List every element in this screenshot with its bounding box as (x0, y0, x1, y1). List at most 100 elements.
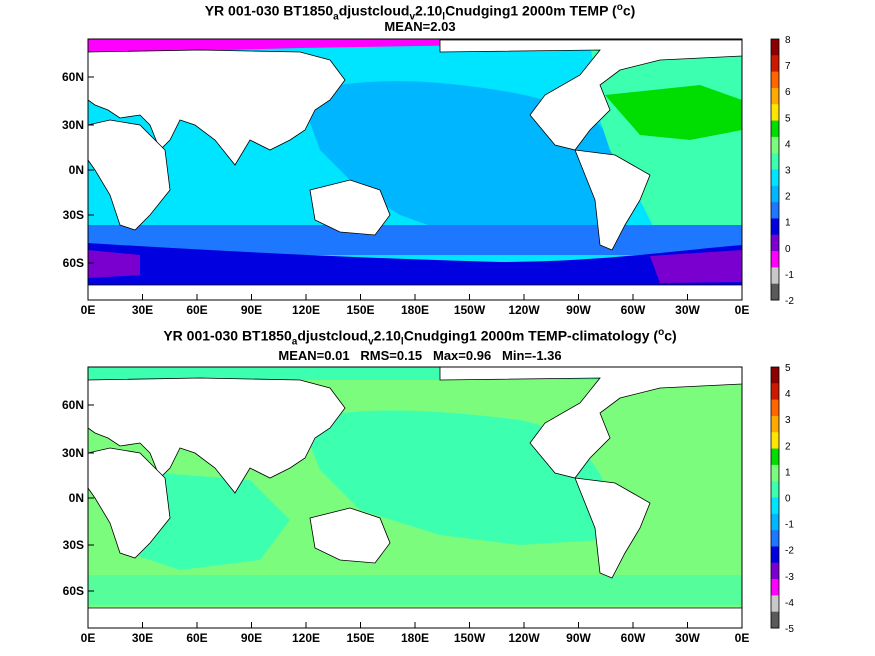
atlantic-warm-patch (605, 85, 742, 140)
lat-tick-label: 60S (63, 584, 84, 598)
colorbar-swatch (771, 513, 779, 531)
title-sub: l (442, 11, 446, 23)
colorbar-swatch (771, 185, 779, 203)
lon-tick-label: 120W (508, 303, 540, 317)
title-sub: a (291, 336, 298, 348)
title-sub: a (333, 11, 339, 23)
colorbar-label: -5 (785, 624, 794, 635)
colorbar-label: 1 (785, 218, 791, 229)
colorbar-label: 2 (785, 441, 791, 452)
panel1-title: YR 001-030 BT1850adjustcloudv2.10lCnudgi… (60, 0, 780, 25)
lon-tick-label: 90E (241, 631, 262, 645)
lon-tick-label: 120E (292, 303, 320, 317)
south-america (574, 149, 651, 251)
title-sub: v (409, 11, 416, 23)
colorbar-swatch (771, 104, 779, 122)
colorbar-swatch (771, 383, 779, 401)
lon-tick-label: 0E (81, 303, 96, 317)
colorbar-swatch (771, 579, 779, 596)
north-america (439, 367, 742, 479)
colorbar-swatch (771, 218, 779, 236)
lon-tick-label: 120W (508, 631, 540, 645)
title-text: djustcloud (338, 2, 410, 19)
colorbar-label: 4 (785, 389, 791, 400)
colorbar-label: 8 (785, 35, 791, 46)
lon-tick-label: 60W (621, 631, 646, 645)
colorbar-label: 7 (785, 61, 791, 72)
lon-tick-label: 180E (401, 631, 429, 645)
weddell-patch-east (650, 250, 742, 283)
lat-tick-label: 60N (62, 398, 84, 412)
lat-tick-label: 0N (69, 163, 84, 177)
panel2-map (88, 367, 742, 628)
lon-tick-label: 90E (241, 303, 262, 317)
southern-band-2 (88, 243, 742, 285)
colorbar-swatch (771, 55, 779, 73)
lon-tick-label: 150W (454, 303, 486, 317)
south-america (574, 477, 651, 579)
colorbar-swatch (771, 399, 779, 417)
title-text: YR 001-030 BT1850 (163, 327, 292, 344)
colorbar-label: 1 (785, 467, 791, 478)
title-sub: l (400, 336, 404, 348)
colorbar-frame (770, 38, 780, 301)
colorbar-swatch (771, 432, 779, 450)
colorbar-label: 3 (785, 415, 791, 426)
africa (88, 447, 171, 559)
colorbar-swatch (771, 415, 779, 433)
colorbar-label: -4 (785, 598, 794, 609)
title-sub: v (368, 336, 374, 348)
colorbar-swatch (771, 87, 779, 105)
colorbar-swatch (771, 39, 779, 56)
colorbar-label: -2 (785, 296, 794, 307)
title-text: Cnudging1 2000m TEMP ( (445, 2, 617, 19)
colorbar-swatch (771, 367, 779, 384)
lon-tick-label: 120E (292, 631, 320, 645)
panel2-stats: MEAN=0.01 RMS=0.15 Max=0.96 Min=-1.36 (278, 348, 562, 363)
lat-tick-label: 30N (62, 446, 84, 460)
colorbar-label: 2 (785, 192, 791, 203)
lat-tick-label: 60S (63, 256, 84, 270)
lon-tick-label: 150W (454, 631, 486, 645)
title-text: Cnudging1 2000m TEMP-climatology ( (403, 327, 659, 344)
colorbar-label: -2 (785, 546, 794, 557)
colorbar-swatch (771, 464, 779, 482)
colorbar-swatch (771, 169, 779, 187)
colorbar-swatch (771, 497, 779, 515)
lat-tick-label: 30S (63, 208, 84, 222)
australia (309, 507, 391, 564)
colorbar-label: 5 (785, 363, 791, 374)
colorbar-label: 3 (785, 166, 791, 177)
title-sup: o (616, 2, 623, 13)
axes: 0E 30E 60E 90E 120E 150E 180E 150W 120W 90W 60W 30W… (62, 70, 749, 645)
lon-tick-label: 90W (566, 631, 591, 645)
lat-tick-label: 0N (69, 491, 84, 505)
lon-tick-label: 30W (675, 631, 700, 645)
lon-tick-label: 0E (735, 631, 750, 645)
lat-tick-label: 30N (62, 118, 84, 132)
lon-tick-label: 150E (346, 303, 374, 317)
colorbar-swatch (771, 595, 779, 613)
eurasia (88, 49, 346, 166)
lon-tick-label: 60E (186, 631, 207, 645)
colorbar-swatch (771, 71, 779, 89)
title-text: c) (664, 327, 677, 344)
southern-anomaly-band (88, 575, 742, 605)
colorbars: 8 7 6 5 4 3 2 1 0 -1 -2 5 4 3 2 1 0 -1 -2 -3 -4 -5 (770, 35, 794, 635)
colorbar-swatch (771, 136, 779, 154)
colorbar-label: -1 (785, 270, 794, 281)
colorbar-label: 4 (785, 139, 791, 150)
colorbar-swatch (771, 448, 779, 466)
africa (88, 119, 171, 231)
panel1-map (88, 39, 742, 300)
lat-tick-label: 60N (62, 70, 84, 84)
lon-tick-label: 0E (81, 631, 96, 645)
colorbar-swatch (771, 283, 779, 301)
colorbar-label: 0 (785, 494, 791, 505)
weddell-patch-west (88, 250, 140, 278)
lat-tick-label: 30S (63, 538, 84, 552)
colorbar-swatch (771, 202, 779, 219)
colorbar-swatch (771, 530, 779, 547)
title-text: 2.10 (415, 2, 443, 19)
panel2-title: YR 001-030 BT1850adjustcloudv2.10lCnudgi… (60, 325, 780, 350)
